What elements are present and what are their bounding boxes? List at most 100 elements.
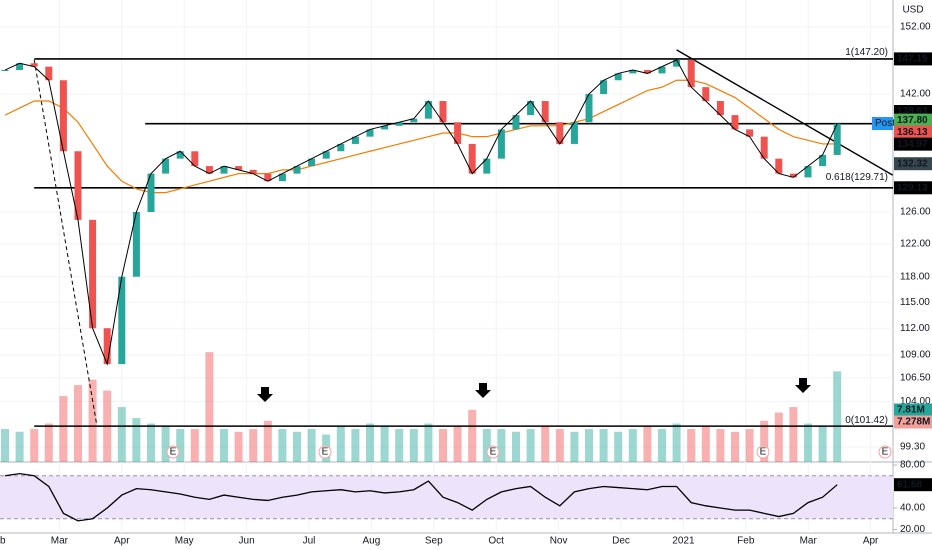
candle: [132, 212, 140, 277]
fib-label: 0(101.42): [845, 415, 888, 426]
candle: [731, 115, 739, 130]
candle: [30, 63, 38, 67]
volume-bar: [833, 371, 842, 462]
volume-bar: [293, 431, 301, 462]
x-tick-label: Apr: [114, 536, 130, 547]
candle: [556, 122, 564, 144]
price-label: 136.13: [897, 127, 928, 138]
volume-bar: [716, 429, 725, 462]
post-label: Post: [875, 118, 895, 129]
volume-bar: [307, 429, 316, 462]
candle: [162, 158, 170, 174]
volume-bar: [541, 426, 550, 462]
candle: [235, 166, 243, 170]
rsi-tick-label: 40.00: [900, 503, 925, 514]
volume-bar: [482, 429, 491, 462]
volume-bar: [30, 429, 39, 462]
y-tick-label: 122.00: [900, 238, 931, 249]
volume-bar: [555, 429, 564, 462]
volume-bar: [424, 423, 433, 462]
volume-bar: [731, 431, 739, 462]
volume-bar: [643, 426, 652, 462]
volume-bar: [453, 426, 462, 462]
volume-bar: [190, 429, 199, 462]
price-label: 61.68: [897, 479, 922, 490]
candle: [454, 122, 462, 144]
candle: [716, 101, 724, 116]
volume-bar: [278, 429, 287, 462]
volume-bar: [44, 423, 53, 462]
volume-bar: [161, 426, 170, 462]
x-tick-label: Aug: [363, 536, 381, 547]
price-label-box: [894, 181, 932, 195]
x-tick-label: Feb: [737, 536, 755, 547]
price-label-box: [894, 137, 932, 151]
x-tick-label: Sep: [425, 536, 443, 547]
x-tick-label: Mar: [800, 536, 818, 547]
volume-bar: [59, 396, 68, 462]
candle: [351, 136, 359, 144]
earnings-marker: [166, 445, 180, 459]
earnings-marker: [486, 445, 500, 459]
x-tick-label: Nov: [550, 536, 568, 547]
volume-bar: [439, 429, 447, 462]
candle: [103, 328, 111, 365]
candle: [643, 70, 651, 74]
candle: [702, 87, 710, 102]
candle: [322, 151, 330, 159]
candle: [220, 166, 228, 174]
arrow: [475, 383, 491, 398]
volume-bar: [249, 429, 258, 462]
price-label-box: [894, 125, 932, 139]
earnings-marker: [318, 445, 332, 459]
volume-bar: [818, 426, 827, 462]
candle: [424, 101, 432, 119]
volume-bar: [760, 420, 769, 462]
volume-bar: [117, 407, 126, 462]
candle: [147, 173, 155, 213]
candle: [673, 59, 681, 67]
candle: [74, 151, 82, 220]
price-label: 129.13: [897, 182, 928, 193]
rsi-tick-label: 20.00: [900, 524, 925, 535]
earnings-label: E: [882, 447, 889, 458]
price-label-box: [894, 415, 932, 429]
x-tick-label: May: [175, 536, 194, 547]
y-tick-label: 126.00: [900, 207, 931, 218]
price-label-box: [894, 113, 932, 127]
candle: [570, 122, 578, 144]
y-tick-label: 118.00: [900, 271, 930, 282]
candle: [819, 154, 827, 167]
volume-bar: [220, 429, 228, 462]
candle: [527, 101, 535, 116]
candle: [585, 94, 593, 123]
candle: [468, 143, 476, 174]
price-label: 137.80: [897, 115, 928, 126]
x-tick-label: Apr: [863, 536, 879, 547]
x-tick-label: Oct: [488, 536, 504, 547]
volume-bar: [380, 426, 389, 462]
candle: [760, 136, 768, 159]
candle: [16, 63, 24, 71]
candle: [337, 143, 345, 152]
volume-bar: [132, 418, 141, 462]
earnings-marker: [878, 445, 892, 459]
volume-bar: [599, 429, 608, 462]
volume-bar: [672, 423, 681, 462]
volume-bar: [585, 429, 593, 462]
price-label-box: [894, 403, 932, 417]
candle: [483, 158, 491, 174]
y-tick-label: 152.00: [900, 22, 931, 33]
candle: [45, 66, 53, 81]
candle: [118, 276, 126, 365]
candle: [89, 219, 97, 329]
price-label: 7.81M: [897, 405, 925, 416]
x-tick-label: 2021: [672, 536, 695, 547]
post-box: [872, 117, 893, 131]
volume-bar: [745, 429, 754, 462]
earnings-label: E: [322, 447, 329, 458]
candle: [833, 123, 841, 155]
rsi-tick-label: 80.00: [900, 460, 925, 471]
price-label-box: [894, 52, 932, 66]
